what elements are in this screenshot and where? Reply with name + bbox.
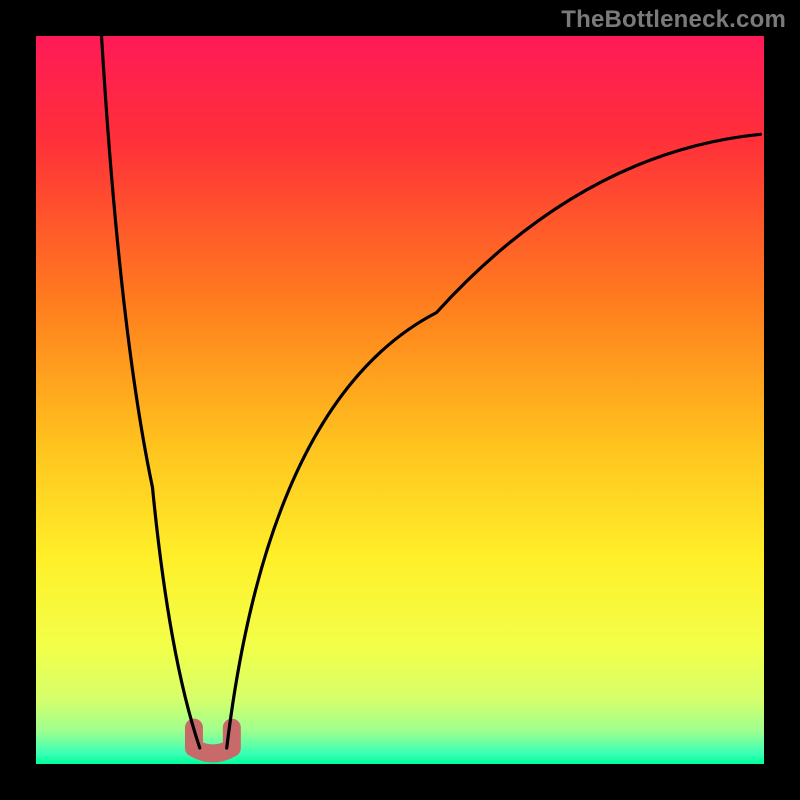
chart-canvas: { "watermark": { "text": "TheBottleneck.… bbox=[0, 0, 800, 800]
gradient-plot bbox=[0, 0, 800, 800]
plot-background bbox=[36, 36, 764, 764]
watermark-text: TheBottleneck.com bbox=[561, 6, 786, 34]
